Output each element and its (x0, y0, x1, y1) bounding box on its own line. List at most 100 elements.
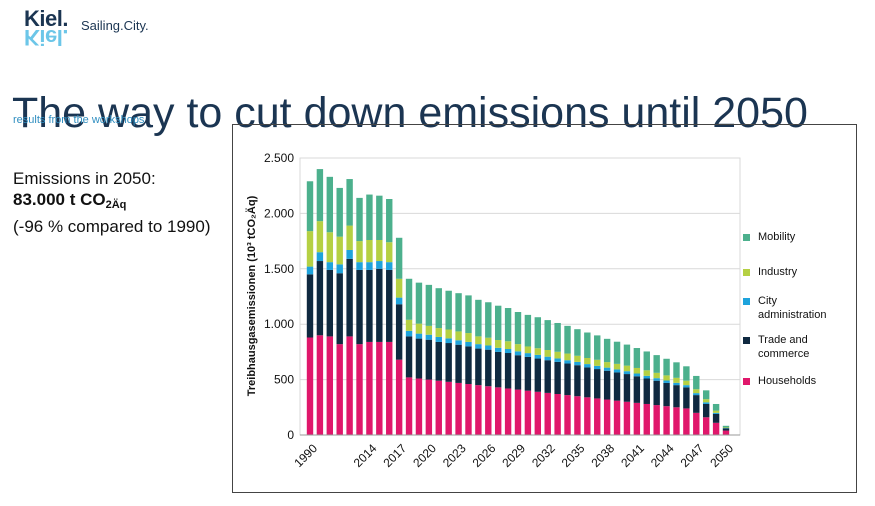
bar-segment-trade-and-commerce (643, 378, 650, 404)
bar-segment-households (673, 407, 680, 435)
bar-segment-trade-and-commerce (376, 268, 383, 342)
bar-segment-mobility (435, 288, 442, 329)
legend-label: Households (758, 375, 817, 387)
bar-segment-industry (722, 427, 730, 429)
bar-segment-city-administration (524, 353, 532, 357)
bar-segment-mobility (306, 181, 314, 232)
bar-segment-households (494, 387, 502, 435)
bar-segment-trade-and-commerce (445, 343, 452, 382)
legend-item-city-administration: City administration (743, 294, 838, 322)
bar-segment-mobility (603, 338, 611, 363)
bar-segment-industry (584, 357, 591, 365)
bar-segment-industry (712, 410, 720, 413)
bar-segment-mobility (425, 284, 433, 326)
bar-segment-city-administration (683, 385, 690, 388)
bar-segment-mobility (485, 302, 492, 338)
bar-segment-industry (475, 336, 482, 345)
bar-segment-mobility (524, 314, 532, 347)
bar-segment-households (524, 390, 532, 435)
bar-segment-households (603, 399, 611, 435)
bar-segment-industry (613, 363, 621, 370)
legend-item-trade-and-commerce: Trade and commerce (743, 333, 838, 361)
y-tick-label: 2.500 (264, 151, 294, 165)
bar-segment-city-administration (633, 373, 641, 377)
bar-segment-city-administration (465, 341, 472, 347)
bar-segment-households (613, 400, 621, 435)
y-axis-label: Treibhausgasemissionen (10³ tCO₂Äq) (245, 195, 258, 396)
bar-segment-industry (306, 231, 314, 267)
bar-segment-mobility (683, 366, 690, 381)
bar-segment-mobility (663, 358, 670, 376)
bar-segment-industry (316, 221, 324, 253)
x-tick-label: 2017 (380, 441, 409, 470)
emissions-2050-value: 83.000 t CO2Äq (13, 189, 211, 216)
x-tick-label: 2023 (440, 441, 469, 470)
bar-segment-households (415, 378, 423, 435)
bar-segment-city-administration (534, 354, 542, 359)
bar-segment-households (564, 395, 571, 435)
bar-segment-trade-and-commerce (386, 269, 393, 342)
bar-segment-mobility (356, 197, 363, 242)
bar-segment-city-administration (475, 344, 482, 349)
x-tick-label: 2041 (618, 441, 647, 470)
bar-segment-city-administration (663, 380, 670, 383)
y-tick-label: 1.000 (264, 317, 294, 331)
bar-segment-mobility (316, 169, 324, 222)
bar-segment-mobility (584, 332, 591, 358)
legend-item-households: Households (743, 374, 838, 388)
bar-segment-industry (425, 325, 433, 335)
bar-segment-industry (623, 365, 631, 372)
bar-segment-households (455, 382, 462, 435)
bar-segment-trade-and-commerce (603, 370, 611, 400)
bar-segment-city-administration (623, 371, 631, 375)
bar-segment-mobility (712, 403, 720, 411)
bar-segment-city-administration (326, 262, 334, 270)
x-tick-label: 2035 (559, 441, 588, 470)
bar-segment-industry (485, 337, 492, 346)
bar-segment-households (663, 406, 670, 435)
bar-segment-trade-and-commerce (534, 358, 542, 392)
bar-segment-mobility (643, 351, 650, 371)
bar-segment-households (504, 388, 512, 435)
bar-segment-trade-and-commerce (395, 304, 403, 360)
bar-segment-trade-and-commerce (722, 428, 730, 431)
bar-segment-city-administration (415, 333, 423, 339)
bar-segment-industry (524, 346, 532, 354)
bar-segment-trade-and-commerce (326, 269, 334, 337)
bar-segment-trade-and-commerce (306, 274, 314, 338)
emissions-summary: Emissions in 2050: 83.000 t CO2Äq (-96 %… (13, 168, 211, 237)
bar-segment-mobility (376, 195, 383, 240)
bar-segment-mobility (475, 299, 482, 337)
bar-segment-trade-and-commerce (663, 382, 670, 407)
bar-segment-mobility (722, 425, 730, 428)
bar-segment-industry (683, 380, 690, 386)
bar-segment-trade-and-commerce (693, 395, 700, 413)
bar-segment-industry (544, 350, 551, 357)
bar-segment-mobility (633, 348, 641, 368)
bar-segment-households (386, 341, 393, 435)
bar-segment-trade-and-commerce (524, 356, 532, 391)
y-tick-label: 1.500 (264, 262, 294, 276)
bar-segment-industry (564, 353, 571, 361)
bar-segment-trade-and-commerce (594, 369, 601, 399)
bar-segment-mobility (574, 329, 581, 356)
emissions-summary-heading: Emissions in 2050: (13, 169, 156, 188)
legend-swatch (743, 337, 750, 344)
bar-segment-city-administration (425, 334, 433, 340)
bar-segment-city-administration (504, 349, 512, 354)
bar-segment-households (366, 341, 373, 435)
bar-segment-households (712, 422, 720, 435)
x-tick-label: 2038 (588, 441, 617, 470)
bar-segment-households (554, 394, 561, 435)
bar-segment-industry (405, 319, 413, 331)
bar-segment-households (445, 381, 452, 435)
bar-segment-trade-and-commerce (356, 269, 363, 345)
bar-segment-mobility (415, 282, 423, 324)
bar-segment-city-administration (336, 264, 343, 274)
bar-segment-households (534, 391, 542, 435)
bar-segment-trade-and-commerce (485, 349, 492, 387)
bar-segment-mobility (544, 320, 551, 351)
bar-segment-households (633, 402, 641, 435)
bar-segment-industry (594, 359, 601, 366)
